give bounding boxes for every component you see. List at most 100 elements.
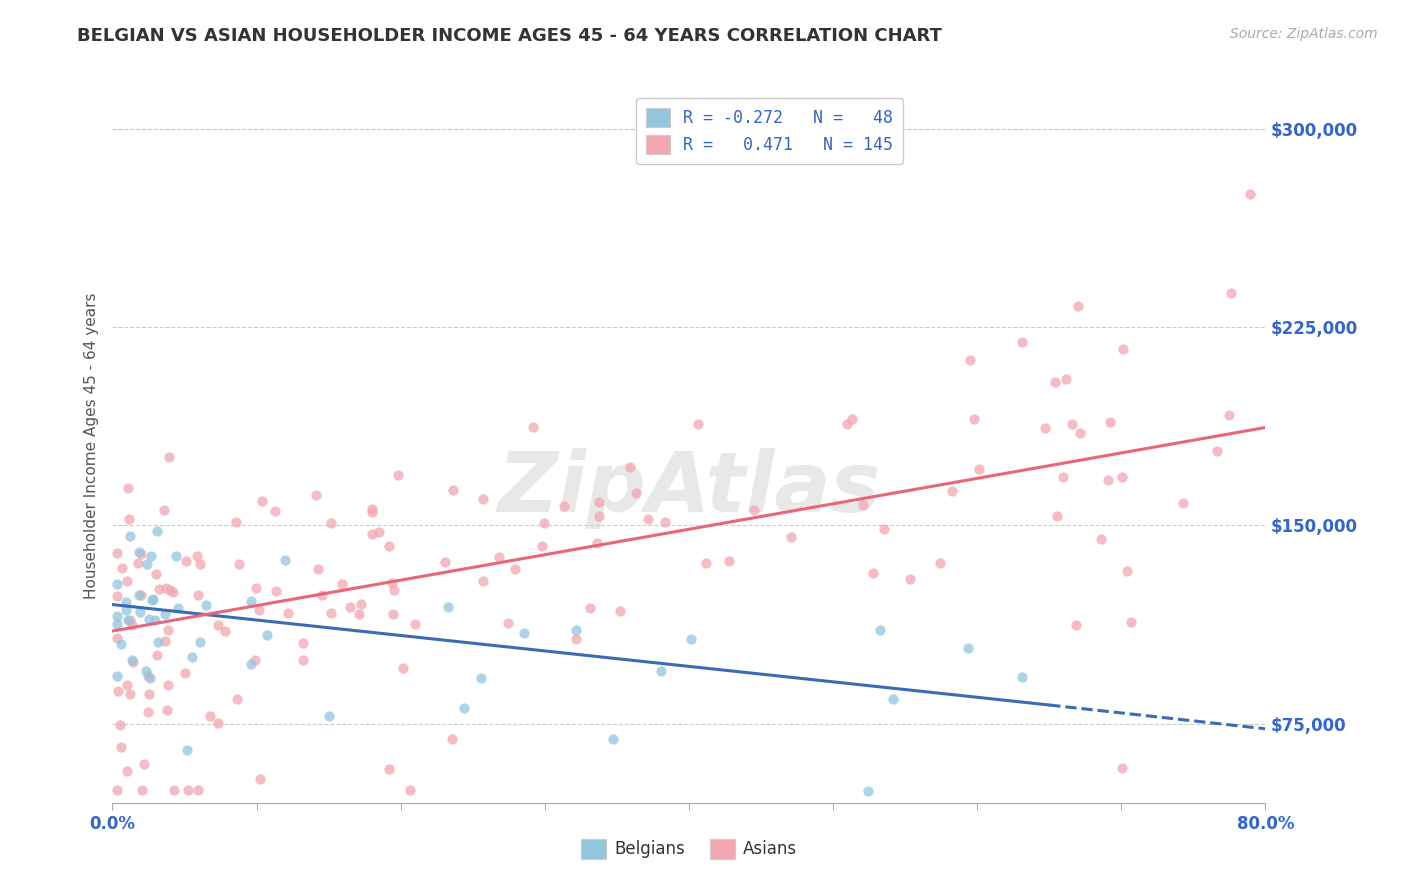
Point — [264, 583, 287, 598]
Point — [1052, 470, 1074, 484]
Point — [247, 603, 270, 617]
Point — [138, 612, 160, 626]
Point — [1090, 532, 1112, 546]
Point — [405, 617, 427, 632]
Point — [941, 483, 963, 498]
Point — [742, 502, 765, 516]
Point — [121, 653, 143, 667]
Point — [311, 588, 333, 602]
Point — [277, 606, 299, 620]
Point — [533, 516, 555, 530]
Point — [174, 666, 197, 681]
Point — [380, 575, 402, 590]
Point — [1112, 342, 1135, 356]
Point — [852, 498, 875, 512]
Point — [138, 688, 160, 702]
Point — [1064, 618, 1087, 632]
Point — [392, 660, 415, 674]
Point — [503, 562, 526, 576]
Point — [240, 594, 263, 608]
Point — [619, 460, 641, 475]
Point — [307, 562, 329, 576]
Point — [382, 582, 405, 597]
Point — [225, 515, 247, 529]
Point — [129, 606, 152, 620]
Point — [250, 494, 273, 508]
Point — [588, 509, 610, 524]
Point — [105, 617, 128, 632]
Point — [118, 511, 141, 525]
Point — [609, 604, 631, 618]
Point — [146, 648, 169, 662]
Point — [1054, 372, 1077, 386]
Point — [291, 653, 314, 667]
Point — [1033, 421, 1056, 435]
Point — [957, 641, 980, 656]
Point — [565, 623, 588, 637]
Point — [128, 588, 150, 602]
Point — [292, 636, 315, 650]
Point — [882, 692, 904, 706]
Point — [186, 549, 208, 564]
Point — [1171, 496, 1194, 510]
Point — [565, 632, 588, 647]
Point — [139, 671, 162, 685]
Point — [929, 556, 952, 570]
Point — [1111, 470, 1133, 484]
Point — [367, 524, 389, 539]
Point — [117, 481, 139, 495]
Point — [159, 450, 181, 465]
Point — [157, 623, 180, 637]
Point — [264, 504, 287, 518]
Point — [145, 567, 167, 582]
Point — [318, 709, 340, 723]
Point — [256, 628, 278, 642]
Y-axis label: Householder Income Ages 45 - 64 years: Householder Income Ages 45 - 64 years — [83, 293, 98, 599]
Point — [1111, 761, 1133, 775]
Point — [488, 550, 510, 565]
Point — [115, 764, 138, 778]
Point — [1069, 425, 1091, 440]
Point — [127, 556, 149, 570]
Point — [387, 468, 409, 483]
Point — [679, 632, 702, 647]
Text: ZipAtlas: ZipAtlas — [498, 449, 880, 529]
Point — [862, 566, 884, 580]
Point — [188, 634, 211, 648]
Point — [650, 664, 672, 678]
Point — [105, 546, 128, 560]
Point — [841, 411, 863, 425]
Point — [228, 558, 250, 572]
Point — [898, 572, 921, 586]
Text: Source: ZipAtlas.com: Source: ZipAtlas.com — [1230, 27, 1378, 41]
Point — [190, 557, 212, 571]
Point — [108, 718, 131, 732]
Text: BELGIAN VS ASIAN HOUSEHOLDER INCOME AGES 45 - 64 YEARS CORRELATION CHART: BELGIAN VS ASIAN HOUSEHOLDER INCOME AGES… — [77, 27, 942, 45]
Point — [148, 582, 170, 596]
Point — [110, 637, 132, 651]
Point — [117, 613, 139, 627]
Point — [686, 417, 709, 431]
Point — [121, 617, 143, 632]
Point — [138, 669, 160, 683]
Point — [245, 581, 267, 595]
Point — [437, 600, 460, 615]
Point — [1097, 473, 1119, 487]
Point — [176, 743, 198, 757]
Point — [361, 505, 384, 519]
Point — [174, 554, 197, 568]
Point — [187, 782, 209, 797]
Point — [128, 545, 150, 559]
Point — [1218, 408, 1240, 422]
Point — [1011, 335, 1033, 350]
Point — [398, 782, 420, 797]
Legend: Belgians, Asians: Belgians, Asians — [574, 832, 804, 866]
Point — [115, 574, 138, 589]
Point — [162, 585, 184, 599]
Point — [141, 593, 163, 607]
Point — [602, 732, 624, 747]
Point — [1062, 417, 1084, 431]
Point — [167, 600, 190, 615]
Point — [440, 731, 463, 746]
Point — [441, 483, 464, 497]
